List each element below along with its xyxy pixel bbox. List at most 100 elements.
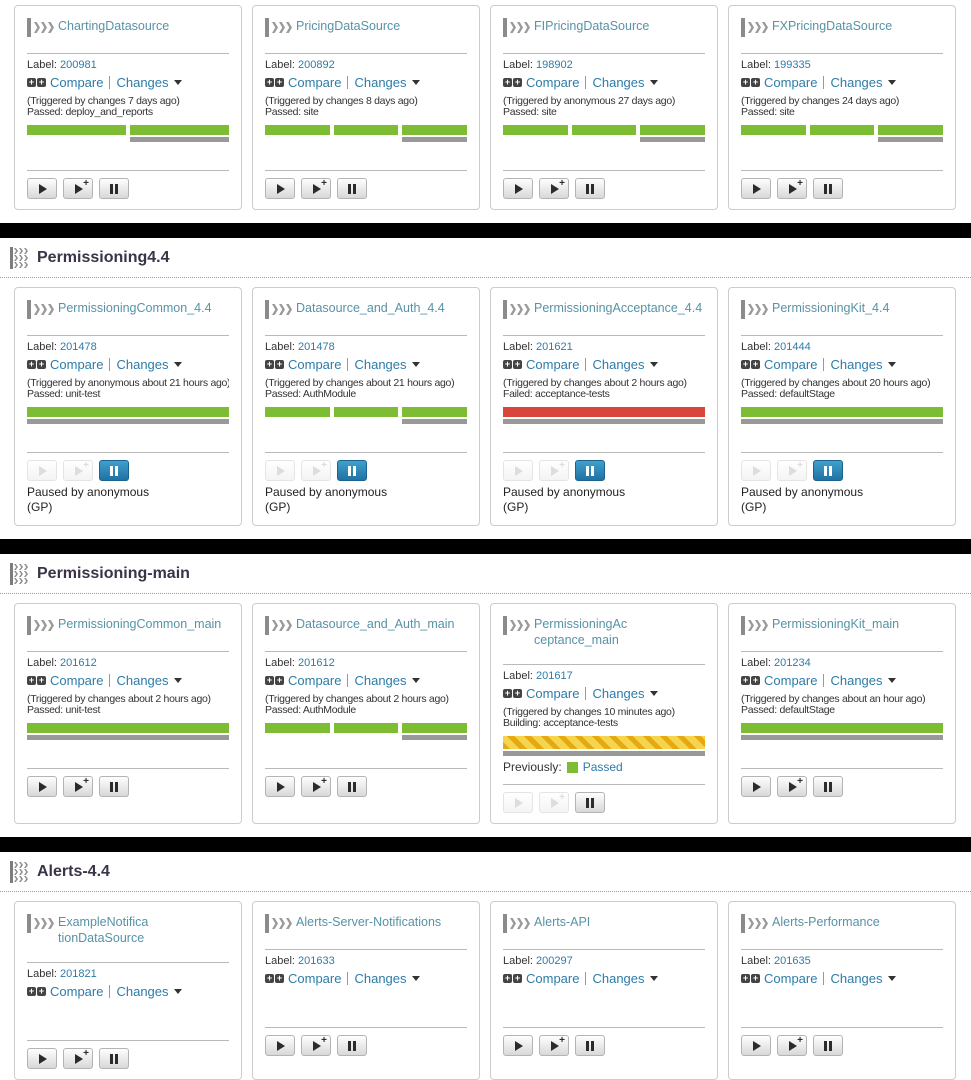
- changes-link[interactable]: Changes: [116, 673, 169, 688]
- play-button[interactable]: [265, 776, 295, 797]
- chevron-down-icon[interactable]: [411, 976, 420, 981]
- compare-icon[interactable]: [265, 78, 284, 87]
- pause-button[interactable]: [575, 792, 605, 813]
- stage-bar-passed[interactable]: [402, 723, 468, 740]
- pipeline-label-link[interactable]: 201444: [774, 341, 811, 353]
- trigger-with-options-button[interactable]: +: [63, 1048, 93, 1069]
- compare-link[interactable]: Compare: [764, 75, 818, 90]
- compare-icon[interactable]: [27, 78, 46, 87]
- stage-bar-passed[interactable]: [809, 125, 875, 135]
- pipeline-label-link[interactable]: 200892: [298, 59, 335, 71]
- pipeline-name-link[interactable]: PermissioningKi​t_main: [772, 617, 900, 631]
- stage-bar-passed[interactable]: [503, 125, 568, 135]
- pipeline-label-link[interactable]: 199335: [774, 59, 811, 71]
- changes-link[interactable]: Changes: [592, 686, 645, 701]
- play-button[interactable]: [265, 1035, 295, 1056]
- chevron-down-icon[interactable]: [173, 678, 182, 683]
- stage-bar-passed[interactable]: [402, 125, 468, 142]
- compare-link[interactable]: Compare: [526, 357, 580, 372]
- pipeline-name-link[interactable]: PricingDataSour​ce: [296, 19, 401, 33]
- chevron-down-icon[interactable]: [173, 362, 182, 367]
- pipeline-label-link[interactable]: 201621: [536, 341, 573, 353]
- pause-button[interactable]: [99, 460, 129, 481]
- trigger-with-options-button[interactable]: +: [301, 776, 331, 797]
- chevron-down-icon[interactable]: [411, 678, 420, 683]
- chevron-down-icon[interactable]: [649, 80, 658, 85]
- previous-status-link[interactable]: Passed: [582, 760, 623, 774]
- changes-link[interactable]: Changes: [830, 971, 883, 986]
- stage-bar-passed[interactable]: [741, 125, 806, 135]
- pause-button[interactable]: [337, 776, 367, 797]
- chevron-down-icon[interactable]: [173, 80, 182, 85]
- pipeline-name-link[interactable]: PermissioningKi​t_4.4: [772, 301, 890, 315]
- stage-bar-passed[interactable]: [571, 125, 637, 135]
- changes-link[interactable]: Changes: [116, 357, 169, 372]
- changes-link[interactable]: Changes: [830, 357, 883, 372]
- pipeline-name-link[interactable]: Alerts-Performa​nce: [772, 915, 880, 929]
- stage-bar-passed[interactable]: [402, 407, 468, 424]
- pause-button[interactable]: [813, 460, 843, 481]
- pause-button[interactable]: [813, 178, 843, 199]
- pipeline-label-link[interactable]: 201478: [298, 341, 335, 353]
- play-button[interactable]: [741, 1035, 771, 1056]
- compare-icon[interactable]: [265, 360, 284, 369]
- pause-button[interactable]: [337, 178, 367, 199]
- pipeline-label-link[interactable]: 201821: [60, 968, 97, 980]
- compare-icon[interactable]: [265, 676, 284, 685]
- trigger-with-options-button[interactable]: +: [539, 178, 569, 199]
- pipeline-name-link[interactable]: Datasource_and_​Auth_4.4: [296, 301, 445, 315]
- trigger-with-options-button[interactable]: +: [301, 1035, 331, 1056]
- pipeline-label-link[interactable]: 198902: [536, 59, 573, 71]
- compare-link[interactable]: Compare: [50, 984, 104, 999]
- pause-button[interactable]: [337, 1035, 367, 1056]
- compare-icon[interactable]: [741, 676, 760, 685]
- pipeline-name-link[interactable]: Alerts-API: [534, 915, 591, 929]
- pipeline-name-link[interactable]: FIPricingDataSo​urce: [534, 19, 650, 33]
- compare-icon[interactable]: [27, 987, 46, 996]
- play-button[interactable]: [503, 178, 533, 199]
- chevron-down-icon[interactable]: [887, 362, 896, 367]
- changes-link[interactable]: Changes: [354, 673, 407, 688]
- stage-bar-passed[interactable]: [265, 407, 330, 417]
- pipeline-label-link[interactable]: 201617: [536, 670, 573, 682]
- stage-bar-passed[interactable]: [878, 125, 944, 142]
- stage-bar-passed[interactable]: [333, 125, 399, 135]
- pause-button[interactable]: [99, 1048, 129, 1069]
- compare-link[interactable]: Compare: [288, 357, 342, 372]
- stage-bar-passed[interactable]: [265, 723, 330, 733]
- play-button[interactable]: [741, 178, 771, 199]
- changes-link[interactable]: Changes: [116, 75, 169, 90]
- stage-bar-passed[interactable]: [333, 407, 399, 417]
- compare-icon[interactable]: [503, 689, 522, 698]
- compare-link[interactable]: Compare: [526, 75, 580, 90]
- pipeline-name-link[interactable]: ChartingDatasou​rce: [58, 19, 170, 33]
- pipeline-label-link[interactable]: 200297: [536, 955, 573, 967]
- trigger-with-options-button[interactable]: +: [777, 776, 807, 797]
- trigger-with-options-button[interactable]: +: [63, 776, 93, 797]
- changes-link[interactable]: Changes: [830, 673, 883, 688]
- stage-bar-passed[interactable]: [333, 723, 399, 733]
- changes-link[interactable]: Changes: [592, 971, 645, 986]
- compare-link[interactable]: Compare: [50, 357, 104, 372]
- play-button[interactable]: [27, 776, 57, 797]
- compare-icon[interactable]: [27, 676, 46, 685]
- stage-bar-passed[interactable]: [27, 407, 229, 424]
- pipeline-name-link[interactable]: Alerts-Server-N​otifications: [296, 915, 442, 929]
- chevron-down-icon[interactable]: [649, 362, 658, 367]
- stage-bar-failed[interactable]: [503, 407, 705, 424]
- trigger-with-options-button[interactable]: +: [539, 1035, 569, 1056]
- compare-icon[interactable]: [503, 360, 522, 369]
- compare-link[interactable]: Compare: [526, 971, 580, 986]
- compare-icon[interactable]: [503, 974, 522, 983]
- compare-icon[interactable]: [27, 360, 46, 369]
- compare-link[interactable]: Compare: [288, 971, 342, 986]
- pause-button[interactable]: [813, 776, 843, 797]
- chevron-down-icon[interactable]: [887, 678, 896, 683]
- chevron-down-icon[interactable]: [649, 976, 658, 981]
- pipeline-name-link[interactable]: ExampleNotifica​tionDataSource: [58, 915, 149, 945]
- compare-link[interactable]: Compare: [764, 673, 818, 688]
- play-button[interactable]: [503, 1035, 533, 1056]
- stage-bar-passed[interactable]: [640, 125, 706, 142]
- compare-link[interactable]: Compare: [526, 686, 580, 701]
- compare-link[interactable]: Compare: [764, 971, 818, 986]
